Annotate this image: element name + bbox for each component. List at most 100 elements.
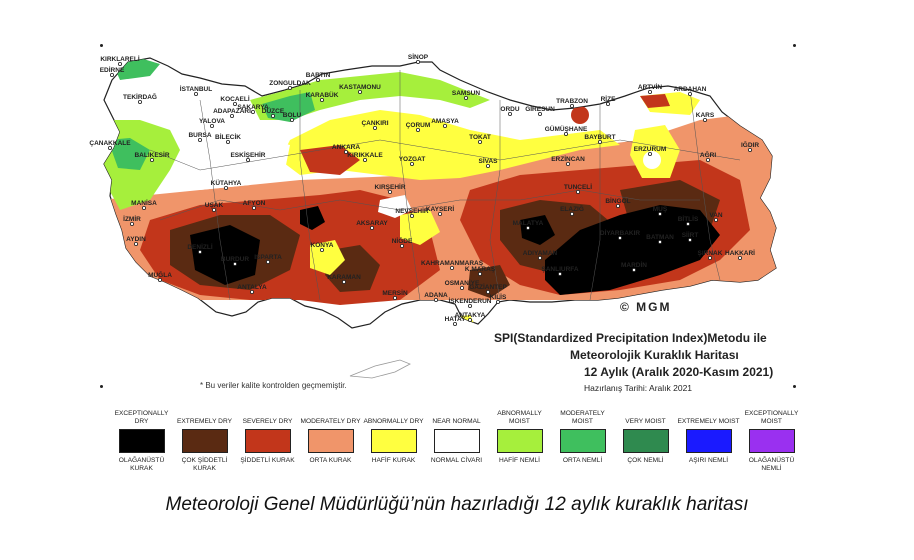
city-marker: [315, 78, 320, 83]
city-label: ERZİNCAN: [551, 155, 585, 163]
city-label: ORDU: [500, 106, 519, 113]
city-marker: [193, 92, 198, 97]
city-marker: [343, 149, 348, 154]
city-label: KARAMAN: [327, 274, 361, 281]
city-marker: [409, 161, 414, 166]
city-label: NEVŞEHİR: [395, 207, 429, 215]
city-label: KIRŞEHİR: [374, 183, 405, 191]
legend-item: MODERATELY DRY ORTA KURAK: [299, 408, 362, 473]
legend-item: EXCEPTIONALLY DRY OLAĞANÜSTÜ KURAK: [110, 408, 173, 473]
city-marker: [463, 96, 468, 101]
city-marker: [369, 225, 374, 230]
city-label: ARDAHAN: [674, 86, 707, 93]
city-label: İSKENDERUN: [449, 297, 492, 305]
city-label: KİLİS: [490, 293, 507, 301]
city-marker: [495, 299, 500, 304]
city-marker: [229, 114, 234, 119]
legend-english-label: NEAR NORMAL: [432, 418, 481, 425]
city-marker: [618, 235, 623, 240]
city-label: İZMİR: [123, 215, 141, 223]
city-marker: [576, 189, 581, 194]
copyright-label: © MGM: [620, 300, 672, 314]
city-marker: [251, 205, 256, 210]
city-marker: [658, 239, 663, 244]
city-marker: [558, 271, 563, 276]
legend-english-label: EXCEPTIONALLY MOIST: [744, 410, 799, 425]
city-marker: [467, 317, 472, 322]
city-label: SİVAS: [478, 157, 498, 165]
legend-english-label: SEVERELY DRY: [242, 418, 293, 425]
city-label: ANTAKYA: [455, 312, 486, 319]
city-marker: [197, 137, 202, 142]
city-marker: [442, 124, 447, 129]
legend-turkish-label: ŞİDDETLİ KURAK: [240, 457, 295, 464]
city-label: K.MARAŞ: [465, 266, 496, 273]
city-label: BATMAN: [646, 234, 674, 241]
city-marker: [688, 237, 693, 242]
legend-swatch: [433, 429, 480, 453]
city-marker: [223, 185, 228, 190]
city-marker: [133, 241, 138, 246]
city-marker: [319, 247, 324, 252]
city-label: BARTIN: [306, 72, 331, 79]
city-marker: [477, 139, 482, 144]
city-marker: [452, 321, 457, 326]
city-label: KIRIKKALE: [347, 152, 383, 159]
city-marker: [287, 86, 292, 91]
city-marker: [110, 73, 115, 78]
city-label: ERZURUM: [634, 146, 667, 153]
city-label: BALIKESİR: [134, 151, 169, 159]
city-label: ESKİŞEHİR: [230, 151, 265, 159]
legend-english-label: ABNORMALLY DRY: [363, 418, 424, 425]
city-marker: [467, 303, 472, 308]
city-label: TOKAT: [469, 134, 491, 141]
city-label: BAYBURT: [584, 134, 615, 141]
city-label: YALOVA: [199, 118, 225, 125]
city-label: OSMANİYE: [445, 279, 480, 287]
city-label: EDİRNE: [100, 66, 125, 74]
city-label: AYDIN: [126, 236, 146, 243]
legend-item: EXCEPTIONALLY MOIST OLAĞANÜSTÜ NEMLİ: [740, 408, 803, 473]
city-marker: [706, 157, 711, 162]
city-marker: [598, 139, 603, 144]
city-label: AMASYA: [431, 118, 459, 125]
city-marker: [232, 261, 237, 266]
city-label: MARDİN: [621, 261, 647, 269]
city-marker: [232, 102, 237, 107]
city-marker: [485, 289, 490, 294]
city-marker: [566, 161, 571, 166]
city-label: ADANA: [424, 292, 448, 299]
city-marker: [714, 217, 719, 222]
city-label: AKSARAY: [356, 220, 388, 227]
city-label: MALATYA: [513, 220, 544, 227]
legend-item: MODERATELY MOIST ORTA NEMLİ: [551, 408, 614, 473]
title-line-1: SPI(Standardized Precipitation Index)Met…: [494, 331, 767, 345]
city-label: KARABÜK: [306, 90, 339, 99]
city-label: SAMSUN: [452, 90, 480, 97]
city-label: NİĞDE: [392, 236, 413, 245]
legend-item: EXTREMELY DRY ÇOK ŞİDDETLİ KURAK: [173, 408, 236, 473]
city-label: ISPARTA: [254, 254, 282, 261]
city-label: ŞANLIURFA: [541, 266, 579, 273]
city-label: HATAY: [445, 316, 466, 323]
legend-turkish-label: ÇOK NEMLİ: [627, 457, 664, 464]
city-marker: [507, 112, 512, 117]
city-marker: [319, 98, 324, 103]
city-label: VAN: [709, 212, 723, 219]
city-marker: [245, 157, 250, 162]
legend-swatch: [622, 429, 669, 453]
legend-turkish-label: ORTA KURAK: [309, 457, 352, 464]
city-label: BİTLİS: [678, 215, 699, 223]
legend-english-label: EXTREMELY DRY: [177, 418, 232, 425]
title-line-2: Meteorolojik Kuraklık Haritası: [570, 348, 739, 362]
province-borders: [149, 70, 741, 301]
city-marker: [658, 211, 663, 216]
legend-item: NEAR NORMAL NORMAL CİVARI: [425, 408, 488, 473]
city-marker: [415, 127, 420, 132]
city-marker: [538, 255, 543, 260]
legend-turkish-label: ORTA NEMLİ: [562, 457, 603, 464]
city-label: SİNOP: [408, 53, 429, 61]
legend-swatch: [559, 429, 606, 453]
city-marker: [249, 289, 254, 294]
corner-mark-ml: [100, 385, 103, 388]
